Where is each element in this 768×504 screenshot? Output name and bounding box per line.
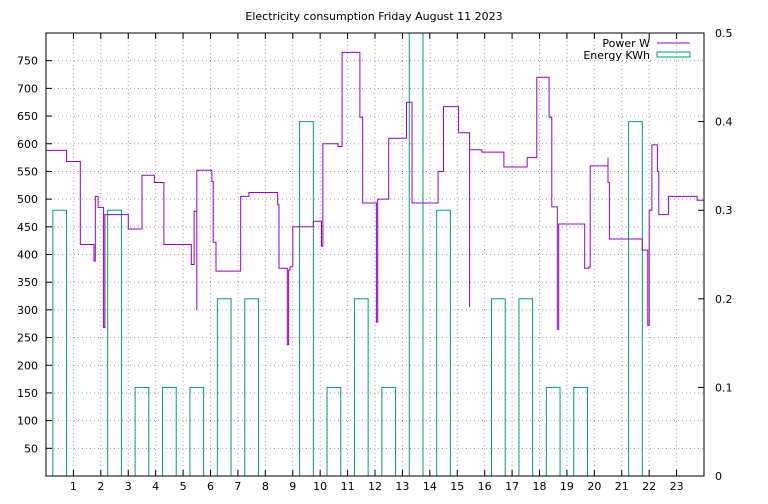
power-line [46, 51, 704, 346]
x-tick-label: 10 [313, 480, 327, 493]
legend-swatch-energy [656, 51, 691, 58]
legend-label-energy: Energy KWh [583, 49, 650, 62]
y-left-tick-label: 250 [17, 332, 38, 345]
x-tick-label: 15 [450, 480, 464, 493]
x-tick-label: 1 [70, 480, 77, 493]
y-right-tick-label: 0.4 [715, 116, 733, 129]
x-tick-label: 18 [533, 480, 547, 493]
energy-bar [326, 386, 342, 477]
energy-bar [545, 386, 561, 477]
legend-label-power: Power W [602, 37, 650, 50]
energy-bar [107, 209, 122, 477]
x-tick-label: 20 [587, 480, 601, 493]
y-left-tick-label: 350 [17, 276, 38, 289]
y-right-tick-label: 0.3 [715, 204, 733, 217]
x-tick-label: 13 [395, 480, 409, 493]
energy-bar [518, 298, 534, 477]
y-right-tick-label: 0.1 [715, 381, 733, 394]
x-tick-label: 5 [180, 480, 187, 493]
energy-bar [134, 386, 150, 477]
energy-bar [216, 298, 232, 477]
energy-bar [162, 386, 177, 477]
x-tick-label: 21 [615, 480, 629, 493]
x-tick-label: 7 [234, 480, 241, 493]
energy-bar [573, 386, 588, 477]
x-tick-label: 3 [125, 480, 132, 493]
energy-bar [189, 386, 205, 477]
axis-layer: 1 2 3 4 5 6 7 8 9 10 11 12 13 14 15 16 17 18 19 20 21 22 23501… [17, 27, 733, 493]
x-tick-label: 8 [262, 480, 269, 493]
energy-bar [491, 298, 506, 477]
energy-bar [628, 121, 643, 477]
chart-title: Electricity consumption Friday August 11… [245, 10, 502, 23]
energy-bar [381, 386, 397, 477]
x-tick-label: 16 [478, 480, 492, 493]
energy-bar [408, 32, 424, 477]
y-right-tick-label: 0.5 [715, 27, 733, 40]
y-left-tick-label: 450 [17, 221, 38, 234]
y-left-tick-label: 150 [17, 387, 38, 400]
y-left-tick-label: 400 [17, 249, 38, 262]
x-tick-label: 2 [97, 480, 104, 493]
x-tick-label: 19 [560, 480, 574, 493]
x-tick-label: 11 [341, 480, 355, 493]
energy-bar [353, 298, 369, 477]
y-left-tick-label: 600 [17, 138, 38, 151]
y-left-tick-label: 50 [24, 442, 38, 455]
energy-bar [244, 298, 259, 477]
x-tick-label: 12 [368, 480, 382, 493]
energy-bar [299, 121, 314, 477]
y-left-tick-label: 200 [17, 359, 38, 372]
x-tick-label: 23 [670, 480, 684, 493]
y-right-tick-label: 0 [715, 470, 722, 483]
x-tick-label: 22 [642, 480, 656, 493]
x-tick-label: 6 [207, 480, 214, 493]
x-tick-label: 17 [505, 480, 519, 493]
energy-bar [52, 209, 68, 477]
y-left-tick-label: 750 [17, 55, 38, 68]
y-left-tick-label: 500 [17, 193, 38, 206]
y-right-tick-label: 0.2 [715, 293, 733, 306]
y-left-tick-label: 650 [17, 110, 38, 123]
y-left-tick-label: 550 [17, 165, 38, 178]
y-left-tick-label: 300 [17, 304, 38, 317]
x-tick-label: 14 [423, 480, 437, 493]
energy-bar [436, 209, 451, 477]
y-left-tick-label: 700 [17, 82, 38, 95]
x-tick-label: 4 [152, 480, 159, 493]
power-series [46, 51, 704, 346]
grid-layer [46, 33, 704, 476]
y-left-tick-label: 100 [17, 415, 38, 428]
legend: Power W Energy KWh [583, 37, 691, 62]
x-tick-label: 9 [289, 480, 296, 493]
